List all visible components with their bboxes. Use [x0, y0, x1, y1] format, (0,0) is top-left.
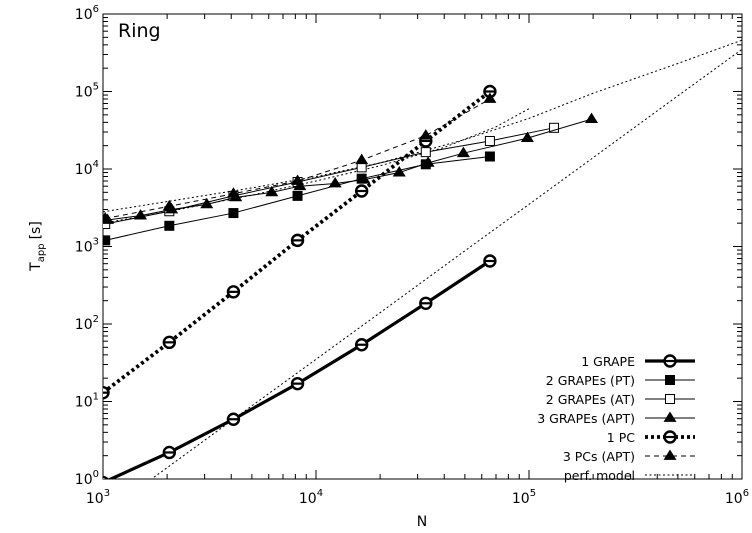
- y-tick-label: 106: [75, 4, 99, 23]
- legend-label-2-grapes-at: 2 GRAPEs (AT): [546, 392, 635, 407]
- x-tick-label: 106: [725, 488, 749, 507]
- data-series: [103, 84, 599, 479]
- legend-label-1-grape: 1 GRAPE: [581, 354, 635, 369]
- 3-grapes-apt-marker: [392, 166, 406, 177]
- 1-grape-line: [106, 259, 491, 479]
- 3-pcs-apt-marker: [483, 92, 497, 103]
- 3-grapes-apt-line: [107, 118, 592, 221]
- legend-label-2-grapes-pt: 2 GRAPEs (PT): [546, 373, 635, 388]
- x-axis-label: N: [417, 514, 427, 530]
- 2-grapes-pt-marker: [484, 151, 495, 162]
- y-axis-label-main: T: [28, 262, 44, 272]
- 2-grapes-pt-marker: [103, 235, 111, 246]
- legend-3-grapes-apt-marker: [663, 411, 677, 422]
- 2-grapes-at-marker: [356, 162, 367, 173]
- 3-pcs-apt-marker: [226, 187, 240, 198]
- y-tick-label: 104: [75, 159, 99, 178]
- y-axis-label-sub: app: [36, 243, 47, 262]
- 3-pcs-apt-marker: [103, 211, 112, 223]
- 2-grapes-pt-marker: [164, 220, 175, 231]
- 3-grapes-apt-marker: [328, 176, 342, 188]
- y-tick-label: 100: [75, 469, 99, 488]
- perf-model-curve: [150, 48, 742, 479]
- 3-grapes-apt-marker: [421, 156, 435, 167]
- y-axis-label: Tapp [s]: [28, 221, 47, 272]
- 2-grapes-at-marker: [420, 147, 431, 158]
- 2-grapes-at-marker: [484, 135, 495, 146]
- legend-label-perf-model: perf. model: [564, 468, 635, 483]
- y-tick-label: 105: [75, 82, 99, 101]
- panel-label: Ring: [118, 20, 161, 42]
- x-tick-label: 105: [512, 488, 536, 507]
- legend-2-grapes-at-marker: [665, 394, 675, 404]
- x-tick-label: 104: [299, 488, 323, 507]
- y-tick-label: 101: [75, 392, 99, 411]
- 3-grapes-apt-marker: [585, 112, 599, 124]
- 3-pcs-apt-marker: [162, 199, 176, 211]
- 3-grapes-apt-marker: [265, 185, 279, 197]
- 2-grapes-pt-marker: [292, 190, 303, 201]
- legend-label-3-pcs-apt: 3 PCs (APT): [563, 449, 635, 464]
- 3-pcs-apt-marker: [355, 153, 369, 165]
- 2-grapes-pt-marker: [228, 208, 239, 219]
- 1-grape-marker: [103, 475, 109, 479]
- legend-3-pcs-apt-marker: [663, 449, 677, 460]
- y-axis-label-unit: [s]: [28, 221, 44, 239]
- 3-grapes-apt-marker: [456, 146, 470, 158]
- plot-frame: [102, 13, 743, 480]
- y-tick-label: 103: [75, 237, 99, 256]
- legend-label-3-grapes-apt: 3 GRAPEs (APT): [537, 411, 635, 426]
- perf-model-curve: [103, 39, 742, 213]
- perf-model-curve: [103, 108, 530, 224]
- 3-grapes-apt-marker: [134, 209, 148, 220]
- 3-grapes-apt-marker: [200, 197, 214, 209]
- y-tick-label: 102: [75, 314, 99, 333]
- perf-model-curves: [103, 39, 742, 479]
- legend-label-1-pc: 1 PC: [607, 430, 635, 445]
- legend-2-grapes-pt-marker: [665, 375, 675, 385]
- x-tick-label: 103: [86, 488, 110, 507]
- 3-pcs-apt-marker: [419, 129, 433, 140]
- 2-grapes-at-marker: [549, 122, 560, 133]
- 3-pcs-apt-marker: [291, 174, 305, 185]
- 3-grapes-apt-marker: [357, 173, 371, 184]
- axis-ticks: 103 104 105 106 100 101 102 103 104 105 106: [75, 4, 749, 507]
- 3-grapes-apt-marker: [520, 131, 534, 143]
- legend: 1 GRAPE 2 GRAPEs (PT) 2 GRAPEs (AT) 3 GRAPE…: [537, 354, 695, 483]
